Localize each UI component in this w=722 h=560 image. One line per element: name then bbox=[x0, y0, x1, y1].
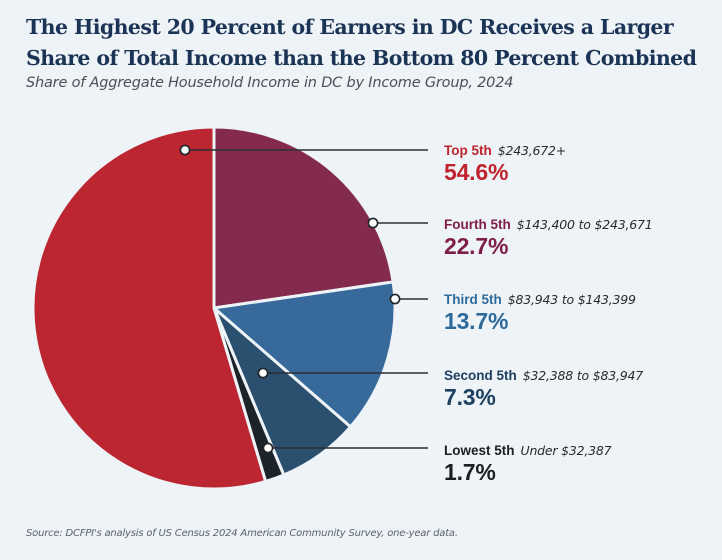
legend-item-third-5th: Third 5th $83,943 to $143,399 13.7% bbox=[444, 290, 636, 334]
data-label-percent: 13.7% bbox=[444, 308, 509, 334]
legend-header: Fourth 5th $143,400 to $243,671 bbox=[444, 215, 653, 233]
data-label-percent: 1.7% bbox=[444, 459, 496, 485]
legend-header: Third 5th $83,943 to $143,399 bbox=[444, 290, 636, 308]
legend-income-range: $243,672+ bbox=[497, 143, 567, 158]
legend-income-range: $83,943 to $143,399 bbox=[507, 292, 636, 307]
leader-dot-second-5th bbox=[257, 367, 269, 379]
legend-label: Top 5th bbox=[444, 143, 492, 158]
data-label-percent: 22.7% bbox=[444, 233, 509, 259]
legend-income-range: $143,400 to $243,671 bbox=[516, 217, 653, 232]
leader-lines bbox=[179, 144, 428, 454]
pie-slice-third-5th bbox=[212, 280, 397, 429]
chart-subtitle: Share of Aggregate Household Income in D… bbox=[26, 75, 514, 91]
legend-item-top-5th: Top 5th $243,672+ 54.6% bbox=[444, 141, 566, 185]
chart-title: The Highest 20 Percent of Earners in DC … bbox=[26, 15, 697, 70]
legend-header: Top 5th $243,672+ bbox=[444, 141, 566, 159]
pie-slice-top-5th bbox=[31, 125, 268, 491]
legend-item-second-5th: Second 5th $32,388 to $83,947 7.3% bbox=[444, 366, 643, 410]
legend-label: Lowest 5th bbox=[444, 443, 515, 458]
legend-income-range: $32,388 to $83,947 bbox=[522, 368, 644, 383]
legend-label: Third 5th bbox=[444, 292, 502, 307]
leader-dot-top-5th bbox=[179, 144, 191, 156]
pie-slice-fourth-5th bbox=[212, 125, 395, 310]
legend-header: Second 5th $32,388 to $83,947 bbox=[444, 366, 643, 384]
legend-label: Fourth 5th bbox=[444, 217, 511, 232]
data-label-percent: 54.6% bbox=[444, 159, 509, 185]
legend-header: Lowest 5th Under $32,387 bbox=[444, 441, 612, 459]
pie-slices bbox=[31, 125, 397, 491]
leader-dot-lowest-5th bbox=[262, 442, 274, 454]
legend-item-fourth-5th: Fourth 5th $143,400 to $243,671 22.7% bbox=[444, 215, 653, 259]
source-note: Source: DCFPI's analysis of US Census 20… bbox=[26, 528, 458, 539]
leader-dot-fourth-5th bbox=[367, 217, 379, 229]
leader-dot-third-5th bbox=[389, 293, 401, 305]
legend-item-lowest-5th: Lowest 5th Under $32,387 1.7% bbox=[444, 441, 612, 485]
data-label-percent: 7.3% bbox=[444, 384, 496, 410]
legend-income-range: Under $32,387 bbox=[520, 443, 612, 458]
legend-label: Second 5th bbox=[444, 368, 517, 383]
